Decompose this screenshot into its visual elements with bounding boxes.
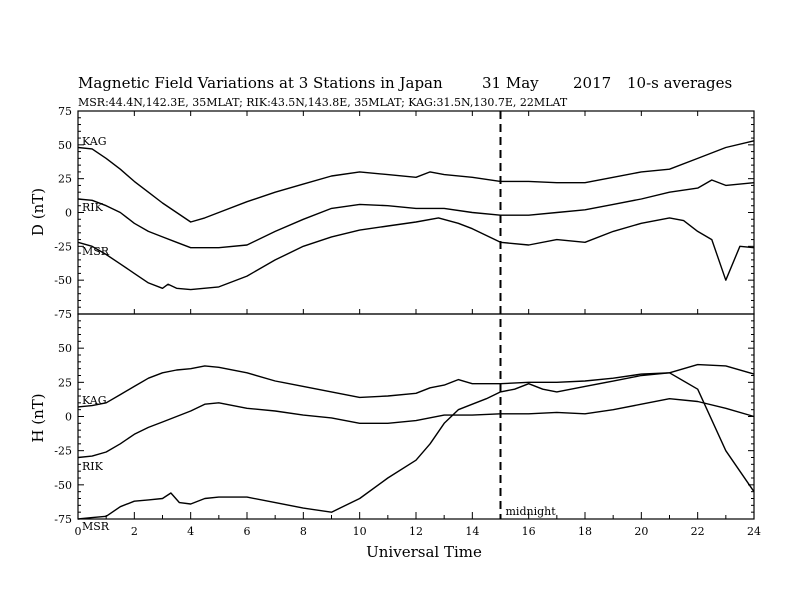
chart-year: 2017 (573, 74, 611, 92)
y-tick-label: 25 (58, 173, 72, 186)
panel-frame (77, 313, 755, 520)
y-tick-label: 25 (58, 376, 72, 389)
series-label-msr: MSR (82, 245, 110, 258)
panel-d: 75 50 25 0 -25 -50 -75 D (nT) KAG RIK MSR (29, 105, 755, 321)
x-tick-label: 6 (244, 525, 251, 538)
midnight-label: midnight (506, 505, 557, 518)
y-tick-label: -75 (54, 308, 72, 321)
x-tick-label: 22 (691, 525, 705, 538)
x-tick-label: 4 (187, 525, 194, 538)
series-line-rik (77, 398, 755, 459)
series-line-rik (77, 179, 755, 249)
y-tick-label: -50 (54, 274, 72, 287)
series-label-rik: RIK (82, 201, 104, 214)
y-axis-label: D (nT) (29, 188, 47, 236)
x-tick-label: 8 (300, 525, 307, 538)
x-tick-label: 0 (75, 525, 82, 538)
midnight-annotation: midnight (499, 111, 557, 519)
x-tick-label: 10 (353, 525, 367, 538)
x-tick-label: 14 (465, 525, 479, 538)
x-tick-label: 20 (634, 525, 648, 538)
y-tick-label: 0 (65, 411, 72, 424)
chart-date: 31 May (482, 74, 539, 92)
chart-subtitle: MSR:44.4N,142.3E, 35MLAT; RIK:43.5N,143.… (78, 96, 568, 109)
panel-frame (77, 110, 755, 315)
series-line-msr (77, 217, 755, 291)
x-tick-label: 16 (522, 525, 536, 538)
x-axis-label: Universal Time (366, 543, 482, 561)
x-tick-label: 12 (409, 525, 423, 538)
series-label-kag: KAG (82, 135, 107, 148)
y-tick-label: -25 (54, 240, 72, 253)
y-tick-label: -25 (54, 445, 72, 458)
x-tick-label: 18 (578, 525, 592, 538)
x-axis: 0 2 4 6 8 10 12 14 16 18 20 22 24 (75, 111, 761, 538)
y-tick-label: 0 (65, 207, 72, 220)
series-label-rik: RIK (82, 460, 104, 473)
y-tick-label: -50 (54, 479, 72, 492)
chart-averaging: 10-s averages (627, 74, 732, 92)
series-line-kag (77, 140, 755, 223)
y-tick-label: 50 (58, 139, 72, 152)
x-tick-label: 2 (131, 525, 138, 538)
panel-h: 50 25 0 -25 -50 -75 H (nT) KAG RIK MSR (29, 313, 755, 533)
series-line-msr (77, 372, 755, 520)
x-tick-label: 24 (747, 525, 761, 538)
series-label-msr: MSR (82, 520, 110, 533)
chart-title: Magnetic Field Variations at 3 Stations … (78, 74, 443, 92)
series-line-kag (77, 363, 755, 408)
y-tick-label: -75 (54, 513, 72, 526)
series-label-kag: KAG (82, 394, 107, 407)
y-tick-label: 75 (58, 105, 72, 118)
y-axis-label: H (nT) (29, 393, 47, 442)
y-tick-label: 50 (58, 342, 72, 355)
